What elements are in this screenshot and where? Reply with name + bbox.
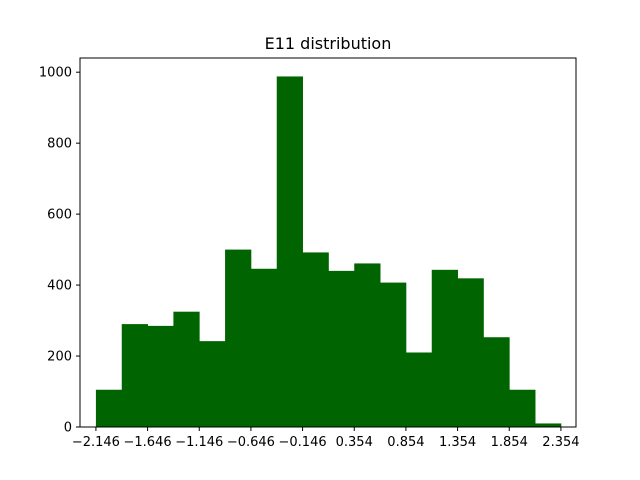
y-tick-label: 400 (47, 279, 72, 294)
histogram-bar (251, 269, 277, 427)
x-tick-label: 1.354 (439, 435, 476, 450)
histogram-bar (96, 390, 122, 427)
histogram-bar (303, 252, 329, 427)
chart-title: E11 distribution (265, 34, 392, 53)
histogram-bar (458, 278, 484, 427)
y-tick-label: 0 (64, 421, 72, 436)
histogram-bar (509, 390, 535, 427)
x-tick-label: −1.646 (124, 435, 172, 450)
histogram-bar (122, 324, 148, 427)
x-tick-label: −2.146 (72, 435, 120, 450)
histogram-bar (148, 326, 174, 427)
histogram-bar (483, 337, 509, 427)
histogram-bar (380, 283, 406, 427)
x-tick-label: −0.646 (227, 435, 275, 450)
histogram-bar (225, 250, 251, 427)
x-tick-label: −1.146 (175, 435, 223, 450)
x-tick-label: 1.854 (491, 435, 528, 450)
y-tick-label: 600 (47, 208, 72, 223)
histogram-bar (277, 76, 303, 427)
histogram-bar (432, 270, 458, 427)
x-tick-label: 0.854 (387, 435, 424, 450)
histogram-bar (406, 352, 432, 427)
histogram-bar (173, 312, 199, 427)
x-tick-label: −0.146 (279, 435, 327, 450)
y-tick-label: 800 (47, 137, 72, 152)
histogram-bar (199, 341, 225, 427)
y-tick-label: 200 (47, 350, 72, 365)
histogram-bar (535, 423, 561, 427)
histogram-bar (328, 271, 354, 427)
x-tick-label: 0.354 (336, 435, 373, 450)
y-tick-label: 1000 (39, 66, 72, 81)
x-tick-label: 2.354 (542, 435, 579, 450)
histogram-bar (354, 263, 380, 427)
